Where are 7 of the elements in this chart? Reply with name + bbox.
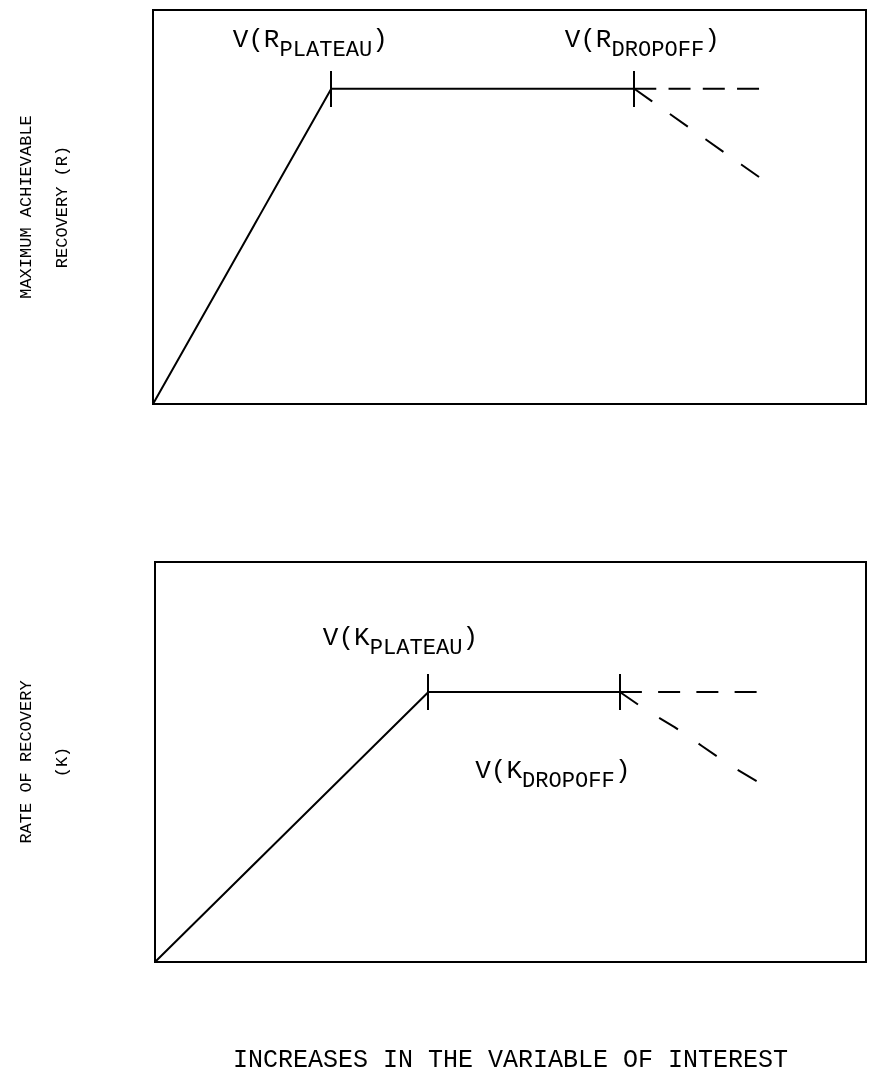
annotation: V(K$_{DROPOFF}$) [475, 756, 631, 794]
y-axis-title: MAXIMUM ACHIEVABLE RECOVERY (R) [16, 115, 72, 299]
text: V(K$_{PLATEAU}$) [322, 623, 479, 661]
text: V(R$_{DROPOFF}$) [564, 24, 720, 63]
x-axis-title: INCREASES IN THE VARIABLE OF INTEREST [232, 1045, 789, 1074]
text: V(R$_{PLATEAU}$) [232, 24, 388, 63]
y-axis-title: RATE OF RECOVERY (K) [16, 680, 72, 844]
